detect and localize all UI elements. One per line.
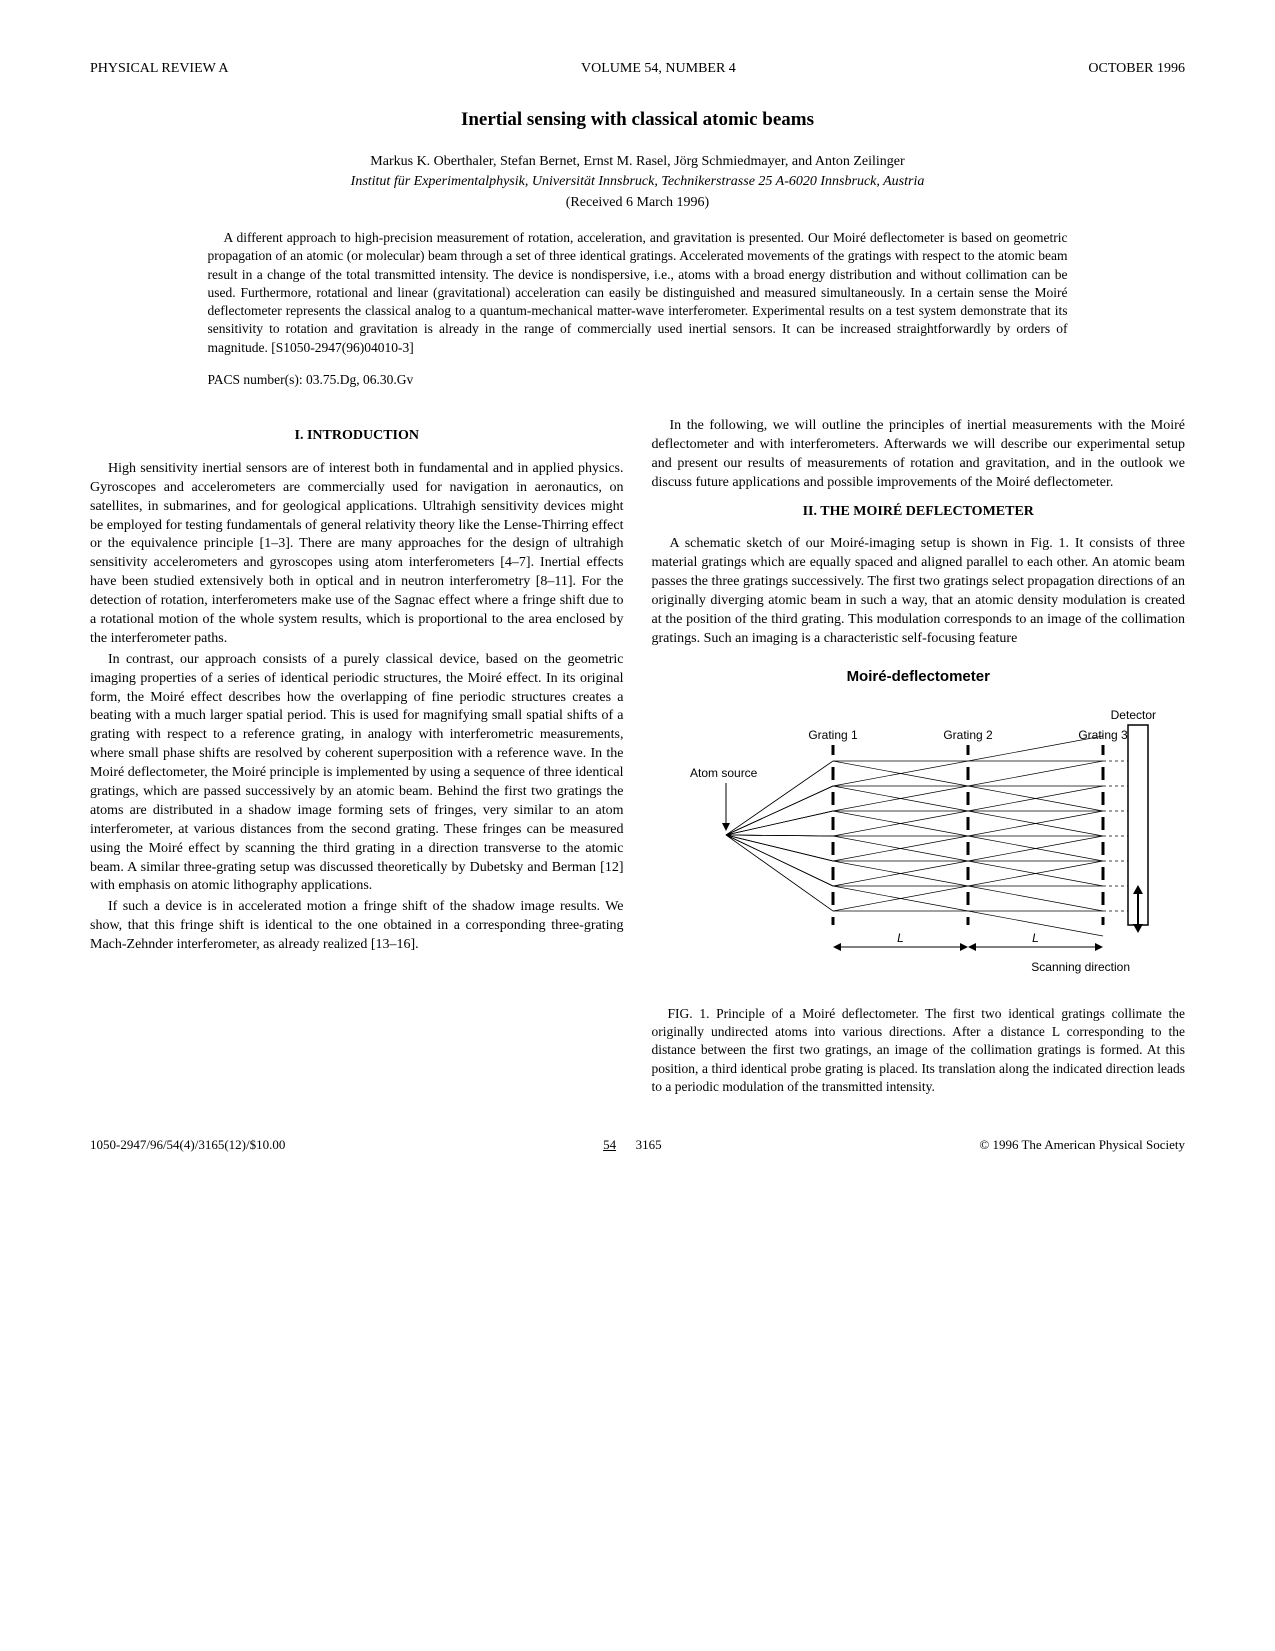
footer-right: © 1996 The American Physical Society <box>979 1136 1185 1154</box>
left-column: I. INTRODUCTION High sensitivity inertia… <box>90 417 624 1096</box>
footer-volume: 54 <box>603 1137 616 1152</box>
svg-text:Scanning direction: Scanning direction <box>1032 960 1131 974</box>
publication-date: OCTOBER 1996 <box>1088 60 1185 79</box>
svg-text:Detector: Detector <box>1111 708 1156 722</box>
abstract: A different approach to high-precision m… <box>208 229 1068 357</box>
received-date: (Received 6 March 1996) <box>90 194 1185 213</box>
right-column: In the following, we will outline the pr… <box>652 417 1186 1096</box>
footer-page: 3165 <box>636 1137 662 1152</box>
affiliation: Institut für Experimentalphysik, Univers… <box>90 173 1185 192</box>
body-columns: I. INTRODUCTION High sensitivity inertia… <box>90 417 1185 1096</box>
svg-text:Grating 1: Grating 1 <box>809 728 859 742</box>
moire-paragraph-1: A schematic sketch of our Moiré-imaging … <box>652 535 1186 648</box>
figure-1-diagram: Detector Grating 1 Grating 2 Grating 3 Atom … <box>678 695 1158 995</box>
intro-paragraph-2: In contrast, our approach consists of a … <box>90 651 624 897</box>
journal-name: PHYSICAL REVIEW A <box>90 60 228 79</box>
pacs-numbers: PACS number(s): 03.75.Dg, 06.30.Gv <box>208 371 1068 389</box>
svg-text:L: L <box>897 931 904 945</box>
section-heading-intro: I. INTRODUCTION <box>90 427 624 446</box>
svg-text:L: L <box>1032 931 1039 945</box>
paper-title: Inertial sensing with classical atomic b… <box>90 107 1185 133</box>
svg-text:Atom source: Atom source <box>690 766 758 780</box>
intro-paragraph-1: High sensitivity inertial sensors are of… <box>90 460 624 649</box>
col2-paragraph-1: In the following, we will outline the pr… <box>652 417 1186 493</box>
page-header: PHYSICAL REVIEW A VOLUME 54, NUMBER 4 OC… <box>90 60 1185 79</box>
footer-center: 54 3165 <box>603 1136 662 1154</box>
section-heading-moire: II. THE MOIRÉ DEFLECTOMETER <box>652 503 1186 522</box>
figure-1-caption: FIG. 1. Principle of a Moiré deflectomet… <box>652 1005 1186 1096</box>
svg-text:Grating 2: Grating 2 <box>944 728 994 742</box>
page-footer: 1050-2947/96/54(4)/3165(12)/$10.00 54 31… <box>90 1136 1185 1154</box>
footer-left: 1050-2947/96/54(4)/3165(12)/$10.00 <box>90 1136 285 1154</box>
intro-paragraph-3: If such a device is in accelerated motio… <box>90 898 624 955</box>
svg-text:Grating 3: Grating 3 <box>1079 728 1129 742</box>
volume-number: VOLUME 54, NUMBER 4 <box>581 60 736 79</box>
figure-title: Moiré-deflectometer <box>652 667 1186 687</box>
author-list: Markus K. Oberthaler, Stefan Bernet, Ern… <box>90 153 1185 172</box>
